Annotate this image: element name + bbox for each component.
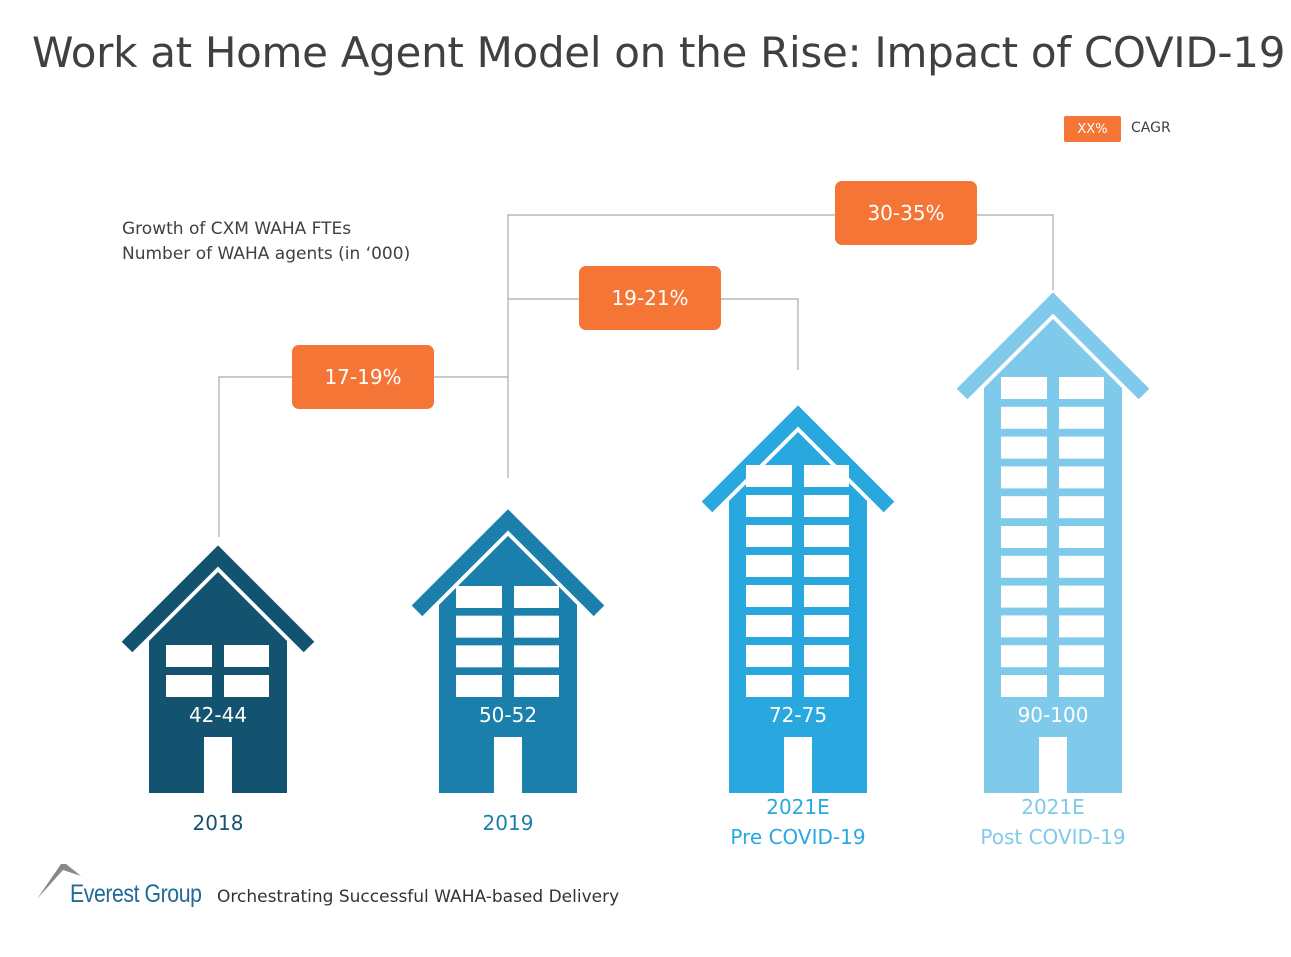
house-roof [701,405,895,513]
house-window [514,586,559,608]
house-window [1001,615,1047,638]
mountain-logo-icon [37,864,81,899]
house-window [1059,406,1104,429]
house-window [514,615,559,638]
everest-group-logo: Everest Group [70,880,202,908]
house-window [224,675,269,697]
house-door [494,737,522,793]
footer: Everest Group Orchestrating Successful W… [37,864,619,909]
cagr-label: 30-35% [867,201,944,225]
house-window [804,585,849,607]
house-window [1059,526,1104,548]
house-window [456,615,502,638]
house-window [746,585,792,607]
category-label-sub: Pre COVID-19 [730,825,865,849]
house-window [514,645,559,668]
category-label: 2021E [766,795,830,819]
house-window [166,645,212,667]
house-window [456,675,502,697]
value-label: 90-100 [1018,703,1089,727]
house-window [1001,406,1047,429]
cagr-bracket-line [507,214,1054,299]
house-window [1059,585,1104,608]
house-window [1059,555,1104,578]
house-window [1059,496,1104,519]
house-window [804,525,849,547]
value-label: 72-75 [769,703,827,727]
cagr-badge [835,181,977,245]
category-label-sub: Post COVID-19 [980,825,1125,849]
house-window [1059,436,1104,459]
house-window [1059,466,1104,489]
house-window [746,645,792,667]
house-window [1001,555,1047,578]
house-body-bar [729,431,867,793]
house-window [804,465,849,487]
house-window [804,645,849,667]
house-window [1059,377,1104,399]
house-door [784,737,812,793]
cagr-label: 17-19% [324,365,401,389]
category-label: 2018 [193,811,244,835]
house-window [166,675,212,697]
house-window [1001,526,1047,548]
value-label: 50-52 [479,703,537,727]
house-window [1001,436,1047,459]
house-window [746,615,792,637]
house-window [1001,377,1047,399]
house-window [1001,466,1047,489]
house-roof [956,292,1150,400]
house-door [1039,737,1067,793]
value-label: 42-44 [189,703,247,727]
house-window [1001,645,1047,668]
house-window [804,495,849,517]
house-window [1001,585,1047,608]
subtitle-line-1: Growth of CXM WAHA FTEs [122,219,352,239]
house-body-bar [149,572,287,793]
house-window [1059,645,1104,668]
house-window [746,495,792,517]
house-window [746,675,792,697]
category-label: 2019 [483,811,534,835]
page-title: Work at Home Agent Model on the Rise: Im… [32,28,1286,77]
house-roof [121,545,315,653]
footer-tagline: Orchestrating Successful WAHA-based Deli… [217,887,620,907]
house-window [224,645,269,667]
house-window [746,555,792,577]
house-window [1001,496,1047,519]
house-window [746,525,792,547]
house-window [746,465,792,487]
house-window [1059,615,1104,638]
house-door [204,737,232,793]
house-window [804,675,849,697]
house-window [804,555,849,577]
cagr-badge [292,345,434,409]
cagr-label: 19-21% [611,286,688,310]
subtitle-line-2: Number of WAHA agents (in ‘000) [122,244,411,264]
house-window [456,645,502,668]
legend-badge: XX% [1064,116,1121,142]
house-window [514,675,559,697]
category-label: 2021E [1021,795,1085,819]
house-window [1059,675,1104,697]
house-window [456,586,502,608]
house-window [1001,675,1047,697]
legend-label: CAGR [1131,120,1171,136]
house-roof [411,509,605,617]
cagr-badge [579,266,721,330]
house-window [804,615,849,637]
